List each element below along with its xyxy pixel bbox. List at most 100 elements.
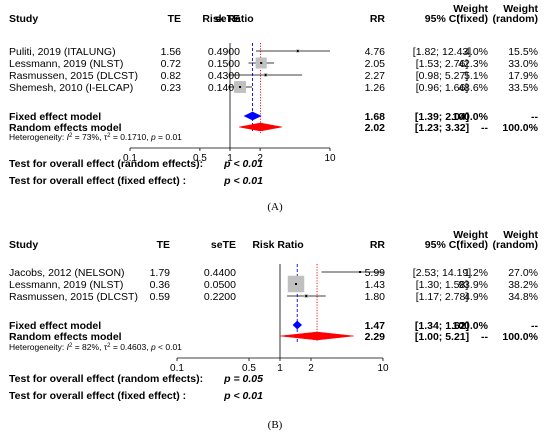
study-row: Jacobs, 2012 (NELSON) 1.79 0.4400 5.99 [2.53… [9, 267, 538, 279]
fixed-effect-row: Fixed effect model 1.47 [1.34; 1.62]100.0%… [9, 320, 538, 332]
header-sete: seTE [211, 239, 236, 251]
study-weight-random: 17.9% [508, 70, 538, 82]
study-point [294, 283, 297, 285]
study-te: 1.79 [150, 267, 171, 279]
study-rr: 1.80 [365, 291, 386, 303]
study-weight-random: 34.8% [508, 291, 538, 303]
random-effect-row: Random effects model 2.02 [1.23; 3.32] -- 10… [9, 122, 539, 134]
study-weight-random: 38.2% [508, 279, 538, 291]
overall-effect-test-value: p < 0.01 [223, 390, 263, 402]
study-rr: 1.26 [365, 82, 386, 94]
fixed-effect-diamond [292, 320, 303, 330]
random-weight-fixed: -- [481, 331, 488, 343]
header-weight-random-sub: (random) [493, 13, 539, 25]
study-name: Lessmann, 2019 (NLST) [9, 279, 123, 291]
header-study: Study [9, 239, 38, 251]
random-effect-diamond [279, 331, 354, 341]
fixed-weight-random: -- [531, 111, 538, 123]
random-ci: [1.23; 3.32] [415, 122, 469, 134]
study-te: 0.82 [161, 70, 182, 82]
random-effect-diamond [238, 122, 283, 132]
overall-effect-test-value: p < 0.01 [223, 158, 263, 170]
random-weight-fixed: -- [481, 122, 488, 134]
study-weight-fixed: 1.2% [464, 267, 488, 279]
study-ci: [1.30; 1.58] [416, 279, 469, 291]
header-weight-random-sub: (random) [493, 239, 539, 251]
study-rr: 1.43 [365, 279, 386, 291]
study-ci: [1.82; 12.43] [413, 46, 471, 58]
fixed-effect-diamond [243, 111, 262, 121]
study-sete: 0.2200 [204, 291, 236, 303]
heterogeneity-text: Heterogeneity: I2 = 73%, τ2 = 0.1710, p … [9, 132, 182, 142]
study-weight-random: 33.0% [508, 58, 538, 70]
study-ci: [0.96; 1.66] [416, 82, 469, 94]
fixed-ci: [1.34; 1.62] [415, 320, 469, 332]
forest-panel-b: Study TE seTE Risk Ratio RR 95% CIWeight(fixe… [9, 229, 539, 431]
header-95ci: 95% CI [425, 239, 460, 251]
study-ci: [0.98; 5.27] [416, 70, 469, 82]
study-te: 0.23 [161, 82, 182, 94]
study-weight-random: 33.5% [508, 82, 538, 94]
study-weight-fixed: 93.9% [458, 279, 488, 291]
header-weight-fixed-sub: (fixed) [457, 239, 489, 251]
random-model-label: Random effects model [9, 122, 122, 134]
heterogeneity-text: Heterogeneity: I2 = 82%, τ2 = 0.4603, p … [9, 342, 182, 352]
panel-caption: (A) [267, 201, 283, 213]
study-row: Lessmann, 2019 (NLST) 0.36 0.0500 1.43 [1.30… [9, 275, 538, 293]
fixed-model-label: Fixed effect model [9, 111, 101, 123]
study-point [260, 62, 263, 64]
study-row: Rasmussen, 2015 (DLCST) 0.82 0.4300 2.27 [0.… [9, 70, 538, 82]
fixed-model-label: Fixed effect model [9, 320, 101, 332]
overall-effect-test-label: Test for overall effect (random effects)… [9, 373, 203, 385]
study-name: Rasmussen, 2015 (DLCST) [9, 70, 138, 82]
panel-caption: (B) [268, 419, 283, 431]
fixed-rr: 1.68 [365, 111, 386, 123]
x-tick-label: 0.1 [170, 363, 184, 374]
study-ci: [1.17; 2.78] [416, 291, 469, 303]
study-row: Puliti, 2019 (ITALUNG) 1.56 0.4900 4.76 [1.8… [9, 46, 538, 58]
x-tick-label: 2 [257, 153, 263, 164]
study-row: Rasmussen, 2015 (DLCST) 0.59 0.2200 1.80 [1.… [9, 291, 538, 303]
study-sete: 0.1500 [208, 58, 240, 70]
random-weight-random: 100.0% [502, 122, 538, 134]
header-weight-fixed-sub: (fixed) [457, 13, 489, 25]
study-sete: 0.4400 [204, 267, 236, 279]
x-tick-label: 1 [277, 363, 283, 374]
study-sete: 0.0500 [204, 279, 236, 291]
study-ci: [2.53; 14.19] [413, 267, 471, 279]
header-sete: seTE [215, 13, 240, 25]
study-sete: 0.4300 [208, 70, 240, 82]
study-name: Rasmussen, 2015 (DLCST) [9, 291, 138, 303]
x-tick-label: 2 [308, 363, 314, 374]
header-weight-fixed: Weight [453, 3, 488, 15]
study-weight-fixed: 4.0% [464, 46, 488, 58]
header-rr: RR [370, 239, 386, 251]
header-95ci: 95% CI [425, 13, 460, 25]
overall-effect-test-label: Test for overall effect (fixed effect) : [9, 175, 186, 187]
header-te: TE [157, 239, 170, 251]
study-name: Lessmann, 2019 (NLST) [9, 58, 123, 70]
study-point [264, 74, 267, 76]
x-tick-label: 0.5 [193, 153, 207, 164]
study-point [359, 271, 362, 273]
study-weight-fixed: 4.9% [464, 291, 488, 303]
header-risk-ratio: Risk Ratio [202, 13, 253, 25]
study-sete: 0.4900 [208, 46, 240, 58]
header-study: Study [9, 13, 38, 25]
study-point [305, 295, 308, 297]
fixed-weight-fixed: 100.0% [452, 111, 488, 123]
study-row: Shemesh, 2010 (I-ELCAP) 0.23 0.1400 1.26 [0.… [9, 81, 538, 94]
study-sete: 0.1400 [208, 82, 240, 94]
fixed-weight-random: -- [531, 320, 538, 332]
header-rr: RR [370, 13, 386, 25]
study-point [239, 86, 242, 88]
study-rr: 4.76 [365, 46, 386, 58]
study-name: Jacobs, 2012 (NELSON) [9, 267, 125, 279]
random-rr: 2.02 [365, 122, 386, 134]
x-tick-label: 10 [377, 363, 389, 374]
study-weight-random: 15.5% [508, 46, 538, 58]
header-weight-random: Weight [503, 3, 538, 15]
overall-effect-test-value: p = 0.05 [223, 373, 263, 385]
study-te: 0.72 [161, 58, 182, 70]
